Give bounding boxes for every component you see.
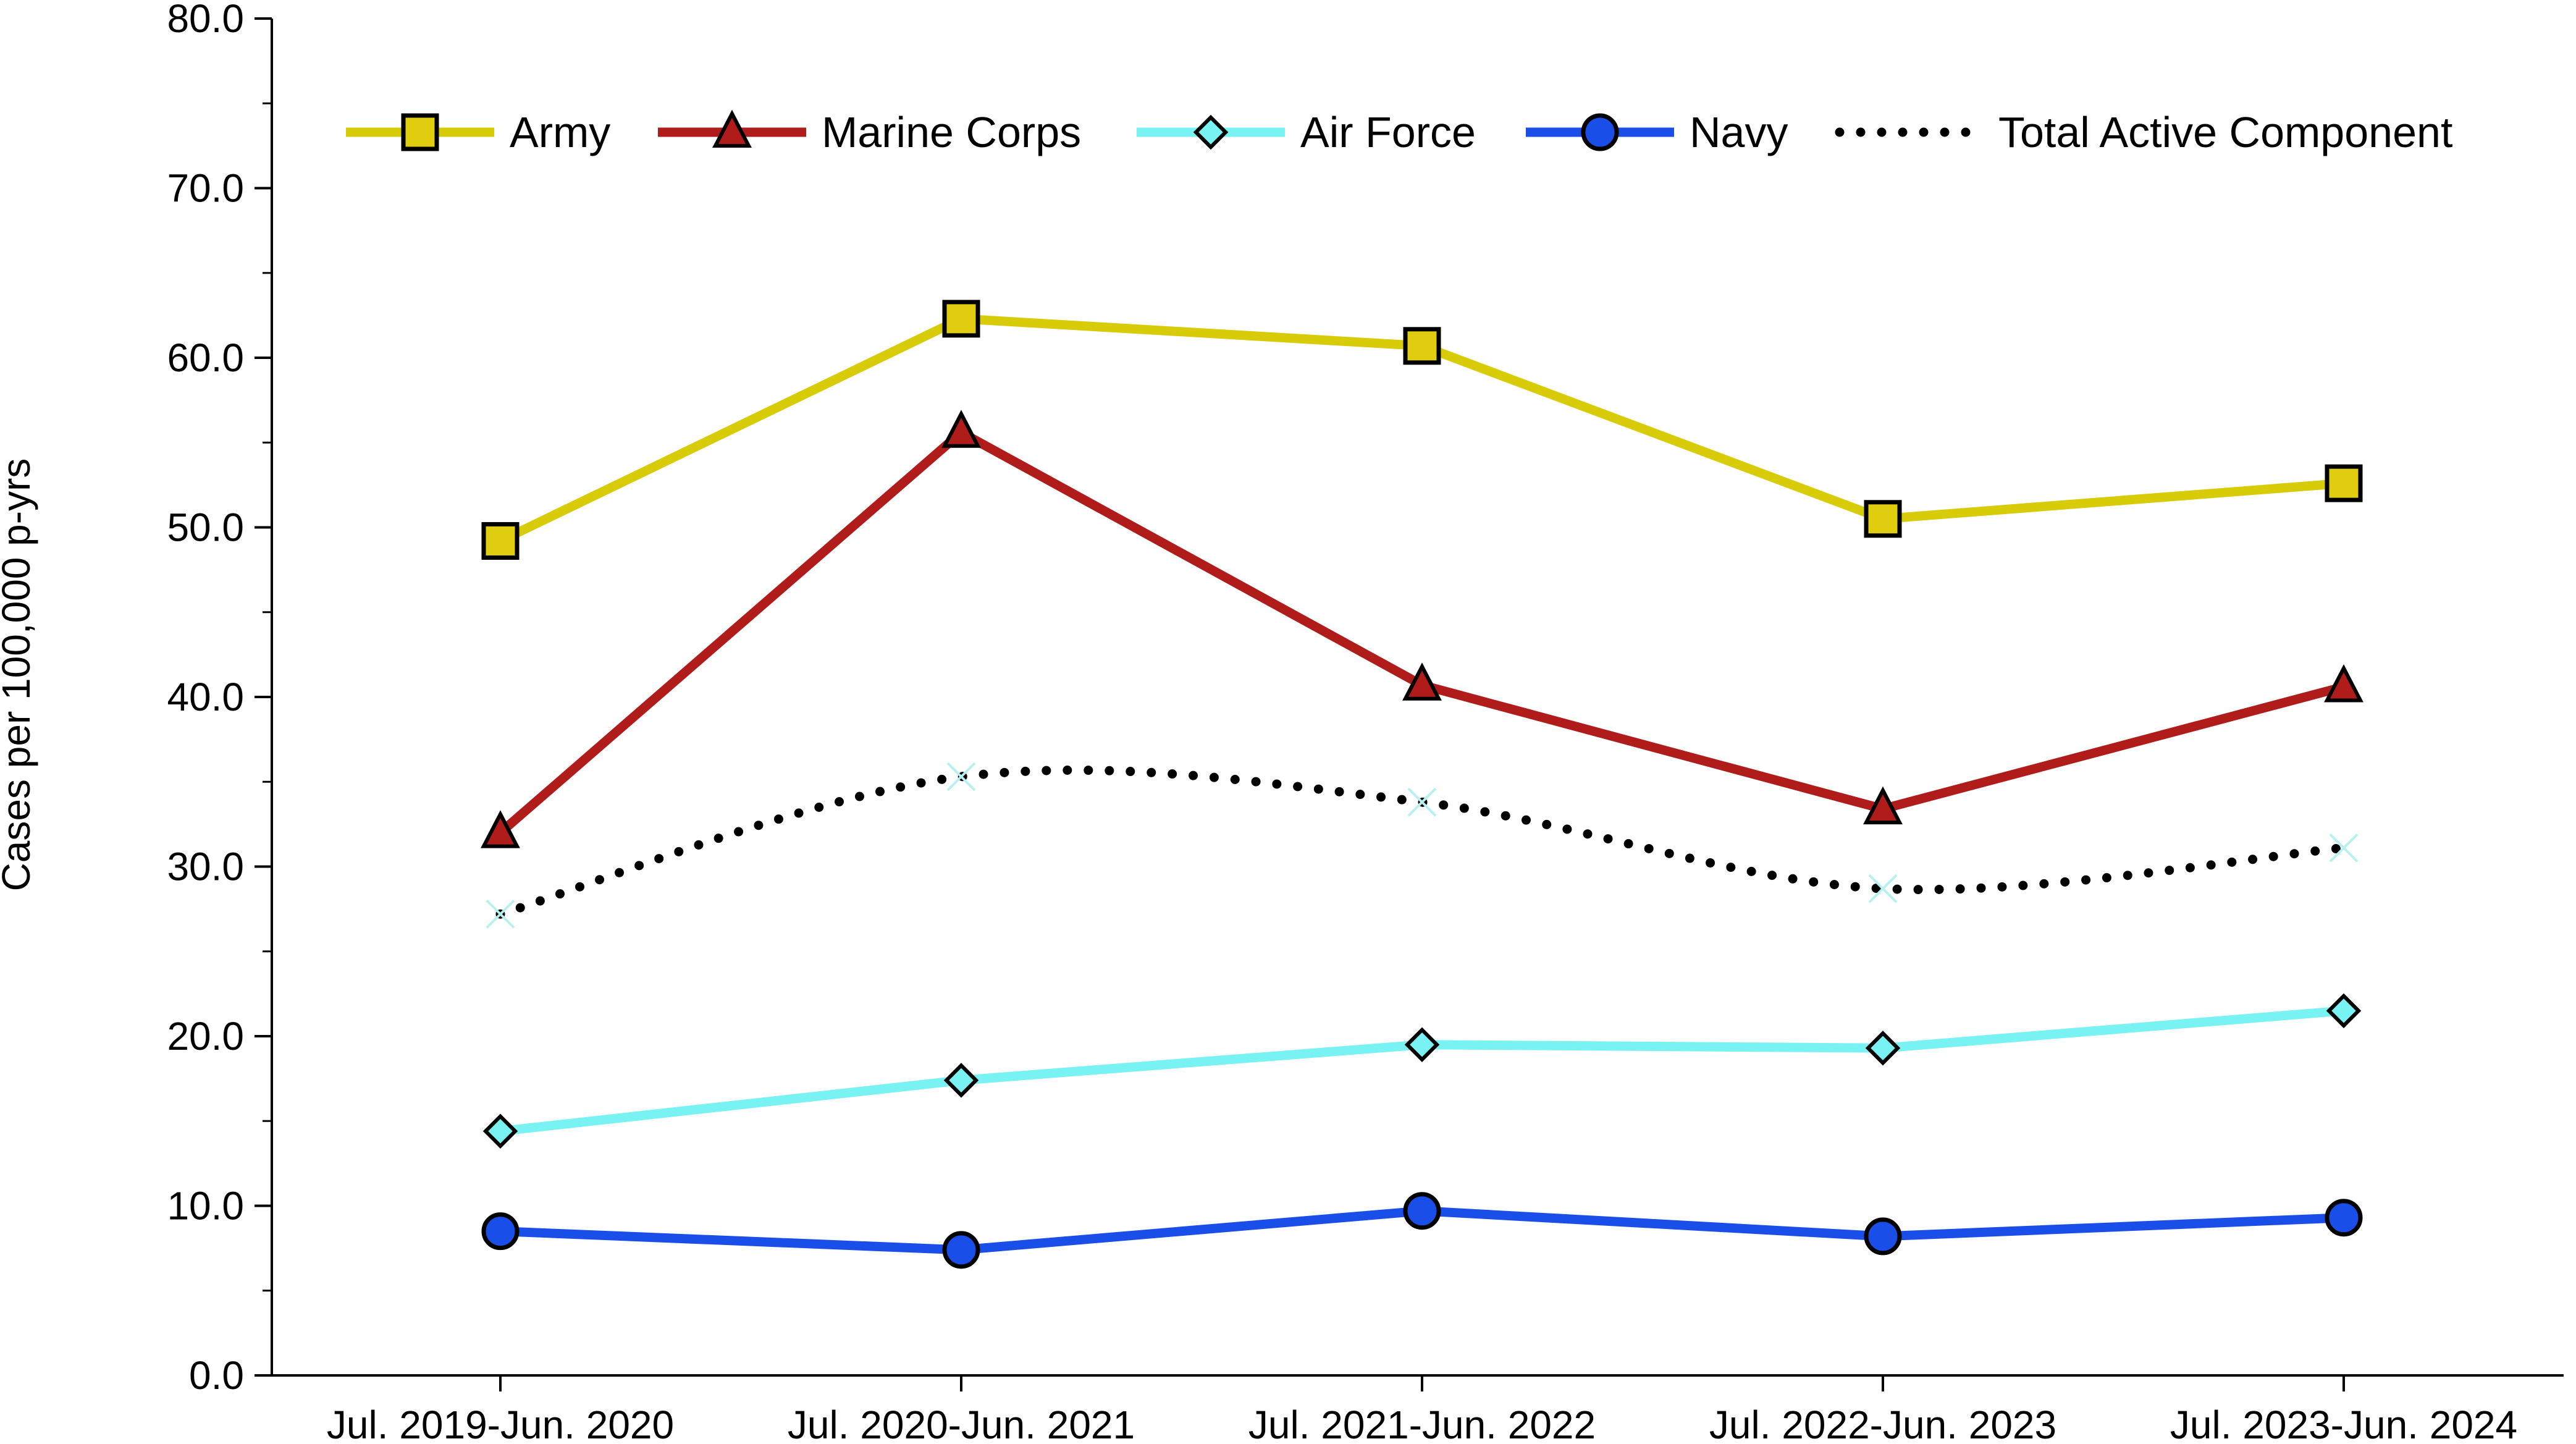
y-tick-label: 80.0 xyxy=(167,0,244,41)
y-tick-label: 60.0 xyxy=(167,336,244,380)
data-point xyxy=(942,1231,980,1269)
data-point xyxy=(1865,1030,1901,1066)
x-tick-label: Jul. 2022-Jun. 2023 xyxy=(1709,1403,2056,1444)
data-point xyxy=(1864,1217,1902,1256)
x-tick-label: Jul. 2020-Jun. 2021 xyxy=(788,1403,1135,1444)
series-navy xyxy=(481,1192,2363,1269)
data-point xyxy=(486,899,515,929)
legend-item-air-force: Air Force xyxy=(1137,108,1476,156)
y-tick-label: 30.0 xyxy=(167,845,244,889)
legend-label: Air Force xyxy=(1300,108,1476,156)
x-tick-label: Jul. 2023-Jun. 2024 xyxy=(2170,1403,2517,1444)
legend-marker xyxy=(1581,113,1619,151)
data-point xyxy=(1403,327,1441,365)
x-tick-label: Jul. 2019-Jun. 2020 xyxy=(327,1403,674,1444)
series-line xyxy=(497,428,2345,837)
y-tick-label: 20.0 xyxy=(167,1014,244,1058)
series-marine-corps xyxy=(481,410,2363,848)
data-point xyxy=(942,300,980,338)
data-point xyxy=(2325,1199,2363,1237)
legend-item-marine-corps: Marine Corps xyxy=(658,108,1081,156)
data-point xyxy=(481,521,520,560)
y-tick-label: 70.0 xyxy=(167,166,244,211)
data-point xyxy=(1404,1027,1440,1062)
legend-marker xyxy=(401,113,439,151)
data-point xyxy=(1403,1192,1441,1230)
data-point xyxy=(1863,786,1903,825)
y-tick-label: 0.0 xyxy=(189,1353,244,1398)
legend-item-army: Army xyxy=(346,108,610,156)
legend-label: Total Active Component xyxy=(1998,108,2452,156)
legend-item-navy: Navy xyxy=(1526,108,1788,156)
data-point xyxy=(481,1212,520,1251)
data-point xyxy=(2324,664,2363,703)
legend-label: Army xyxy=(510,108,610,156)
axes: 0.0 10.0 20.0 30.0 40.0 50.0 60.0 70.0 80.0 Jul. … xyxy=(167,0,2564,1444)
y-axis-title: Cases per 100,000 p-yrs xyxy=(0,458,38,892)
y-tick-label: 10.0 xyxy=(167,1184,244,1228)
data-point xyxy=(1402,662,1442,701)
y-tick-label: 40.0 xyxy=(167,675,244,719)
data-point xyxy=(2326,993,2362,1029)
data-point xyxy=(482,1113,518,1149)
series-line xyxy=(495,765,2349,919)
data-point xyxy=(2325,464,2363,502)
legend: Army Marine Corps Air Force Navy Total Activ… xyxy=(346,108,2452,156)
legend-item-total-active-component: Total Active Component xyxy=(1835,108,2452,156)
data-point xyxy=(1407,787,1437,817)
data-point xyxy=(1868,874,1898,903)
series-army xyxy=(481,300,2363,560)
data-point xyxy=(943,1063,979,1098)
series-total-active-component xyxy=(486,762,2359,929)
x-tick-label: Jul. 2021-Jun. 2022 xyxy=(1248,1403,1596,1444)
series-air-force xyxy=(482,993,2362,1149)
data-point xyxy=(481,810,520,848)
legend-label: Navy xyxy=(1690,108,1788,156)
data-point xyxy=(946,762,976,792)
legend-marker xyxy=(712,109,752,148)
data-point xyxy=(2329,833,2359,863)
data-point xyxy=(941,410,981,448)
y-tick-label: 50.0 xyxy=(167,505,244,550)
series-layer xyxy=(481,300,2363,1269)
legend-marker xyxy=(1193,114,1229,150)
data-point xyxy=(1864,500,1902,538)
legend-label: Marine Corps xyxy=(822,108,1081,156)
